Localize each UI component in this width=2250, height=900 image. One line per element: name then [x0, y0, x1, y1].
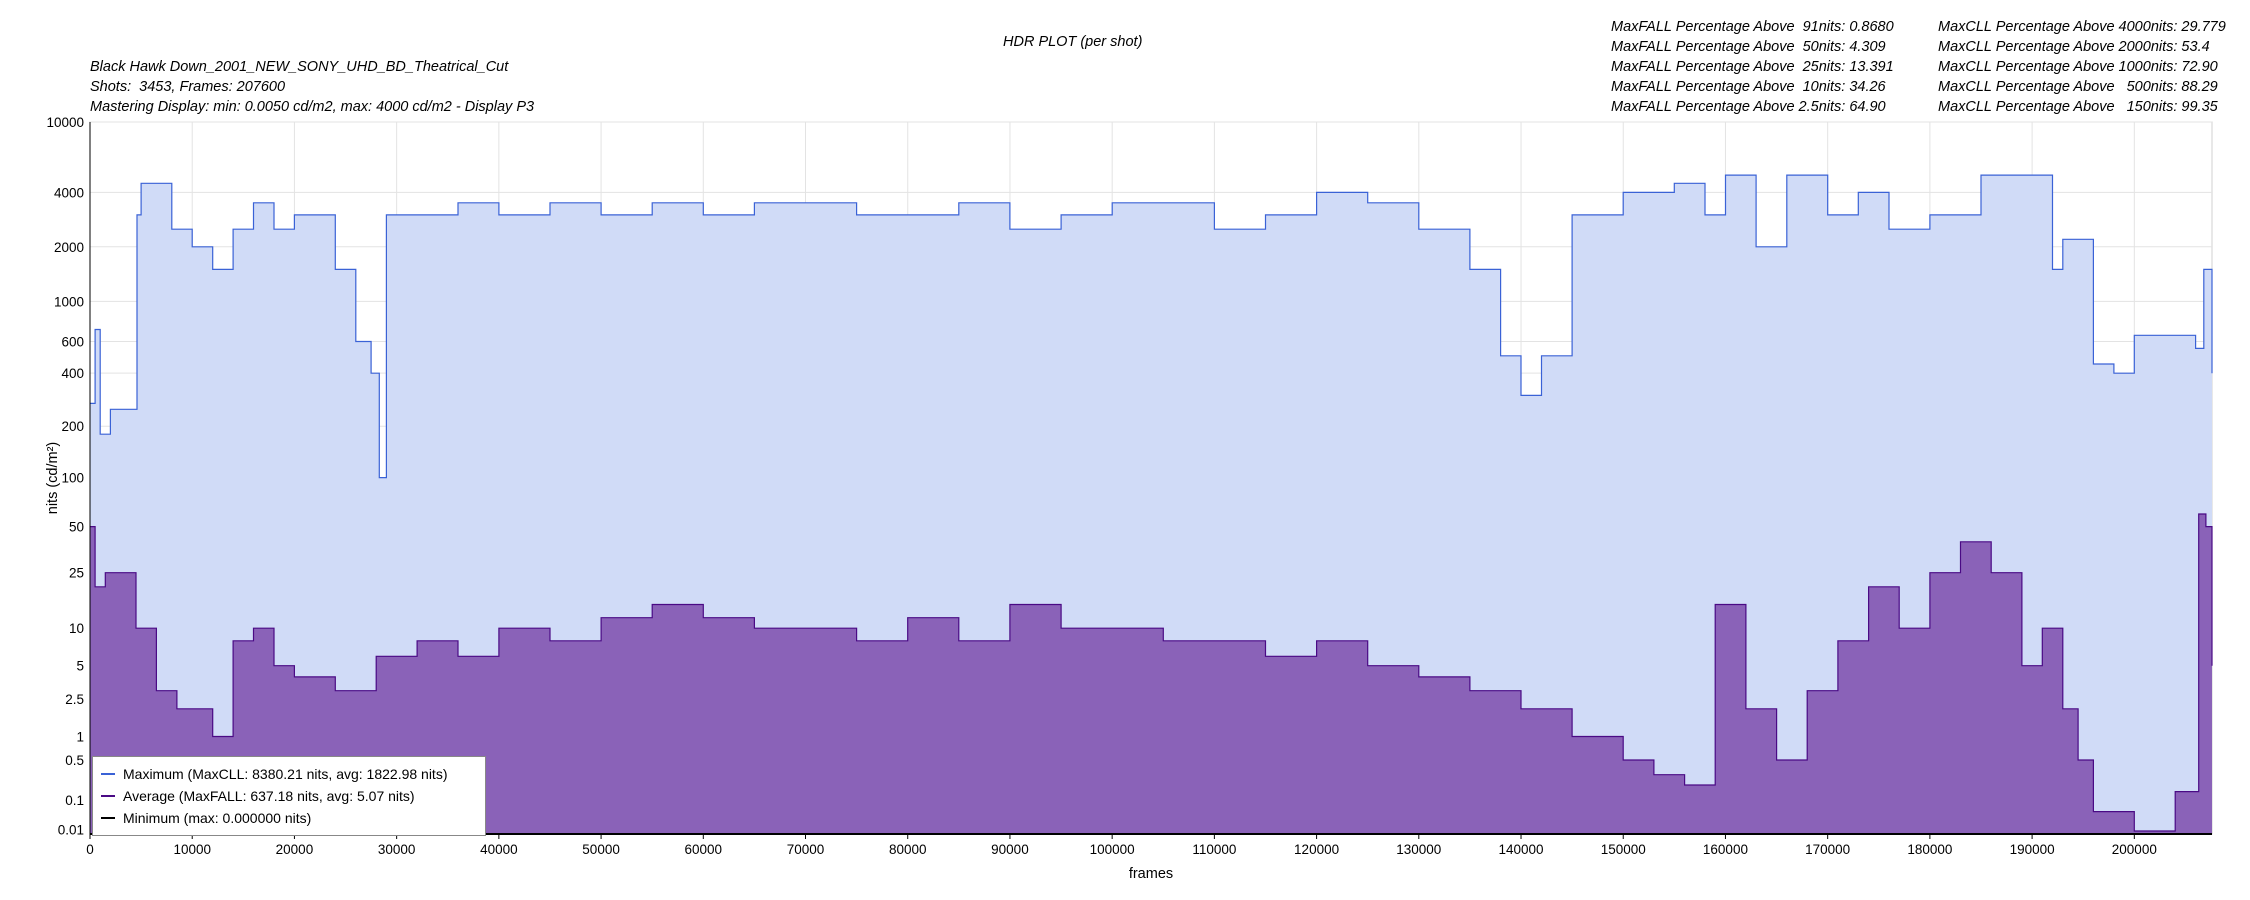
- maxfall-stat: MaxFALL Percentage Above 10nits: 34.26: [1611, 79, 1886, 95]
- y-tick-label: 4000: [54, 185, 84, 200]
- legend-item-average: Average (MaxFALL: 637.18 nits, avg: 5.07…: [101, 785, 477, 807]
- y-tick-label: 1000: [54, 294, 84, 309]
- y-tick-label: 0.01: [58, 822, 84, 837]
- legend-item-maximum: Maximum (MaxCLL: 8380.21 nits, avg: 1822…: [101, 763, 477, 785]
- legend-item-minimum: Minimum (max: 0.000000 nits): [101, 807, 477, 829]
- x-tick-label: 140000: [1498, 842, 1543, 857]
- x-tick-label: 10000: [173, 842, 211, 857]
- series-line-average: [90, 513, 2213, 832]
- legend-swatch-minimum: [101, 817, 115, 819]
- maxcll-stat: MaxCLL Percentage Above 4000nits: 29.779: [1938, 19, 2226, 35]
- y-tick-label: 2000: [54, 240, 84, 255]
- x-tick-label: 0: [86, 842, 94, 857]
- x-tick-label: 170000: [1805, 842, 1850, 857]
- x-tick-label: 80000: [889, 842, 927, 857]
- x-tick-label: 160000: [1703, 842, 1748, 857]
- legend-swatch-average: [101, 795, 115, 797]
- y-tick-label: 10000: [46, 115, 84, 130]
- y-tick-label: 5: [76, 659, 84, 674]
- x-tick-label: 20000: [276, 842, 314, 857]
- x-tick-label: 50000: [582, 842, 620, 857]
- y-tick-label: 200: [61, 419, 84, 434]
- y-tick-label: 1: [76, 730, 84, 745]
- series-layer: [90, 174, 2213, 835]
- maxcll-stat: MaxCLL Percentage Above 1000nits: 72.90: [1938, 59, 2218, 75]
- y-tick-label: 0.1: [65, 793, 84, 808]
- x-tick-label: 90000: [991, 842, 1029, 857]
- y-tick-label: 25: [69, 566, 84, 581]
- x-tick-label: 190000: [2010, 842, 2055, 857]
- y-axis-label: nits (cd/m²): [45, 442, 61, 515]
- y-tick-label: 100: [61, 471, 84, 486]
- y-tick-label: 50: [69, 520, 84, 535]
- x-tick-label: 150000: [1601, 842, 1646, 857]
- maxcll-stat: MaxCLL Percentage Above 150nits: 99.35: [1938, 99, 2218, 115]
- legend-label-maximum: Maximum (MaxCLL: 8380.21 nits, avg: 1822…: [123, 766, 448, 782]
- file-name: Black Hawk Down_2001_NEW_SONY_UHD_BD_The…: [90, 59, 509, 75]
- y-tick-label: 10: [69, 621, 84, 636]
- maxcll-stat: MaxCLL Percentage Above 500nits: 88.29: [1938, 79, 2218, 95]
- x-tick-label: 40000: [480, 842, 518, 857]
- series-line-maximum: [90, 174, 2213, 479]
- mastering-display: Mastering Display: min: 0.0050 cd/m2, ma…: [90, 99, 535, 115]
- maxfall-stat: MaxFALL Percentage Above 91nits: 0.8680: [1611, 19, 1894, 35]
- x-tick-label: 130000: [1396, 842, 1441, 857]
- legend-label-minimum: Minimum (max: 0.000000 nits): [123, 810, 312, 826]
- x-tick-label: 100000: [1090, 842, 1135, 857]
- x-tick-label: 180000: [1907, 842, 1952, 857]
- legend-swatch-maximum: [101, 773, 115, 775]
- x-tick-label: 60000: [685, 842, 723, 857]
- x-axis-label: frames: [1129, 866, 1173, 882]
- legend: Maximum (MaxCLL: 8380.21 nits, avg: 1822…: [92, 756, 486, 836]
- maxcll-stat: MaxCLL Percentage Above 2000nits: 53.4: [1938, 39, 2210, 55]
- x-tick-label: 200000: [2112, 842, 2157, 857]
- y-tick-label: 0.5: [65, 753, 84, 768]
- y-tick-label: 2.5: [65, 692, 84, 707]
- shots-frames: Shots: 3453, Frames: 207600: [90, 79, 286, 95]
- x-tick-label: 30000: [378, 842, 416, 857]
- x-tick-label: 70000: [787, 842, 825, 857]
- maxfall-stat: MaxFALL Percentage Above 2.5nits: 64.90: [1611, 99, 1886, 115]
- maxfall-stat: MaxFALL Percentage Above 25nits: 13.391: [1611, 59, 1894, 75]
- y-tick-label: 400: [61, 366, 84, 381]
- x-tick-label: 120000: [1294, 842, 1339, 857]
- series-area-average: [90, 514, 2212, 834]
- chart-title: HDR PLOT (per shot): [1003, 34, 1143, 50]
- legend-label-average: Average (MaxFALL: 637.18 nits, avg: 5.07…: [123, 788, 415, 804]
- y-tick-label: 600: [61, 335, 84, 350]
- x-tick-label: 110000: [1192, 842, 1236, 857]
- maxfall-stat: MaxFALL Percentage Above 50nits: 4.309: [1611, 39, 1886, 55]
